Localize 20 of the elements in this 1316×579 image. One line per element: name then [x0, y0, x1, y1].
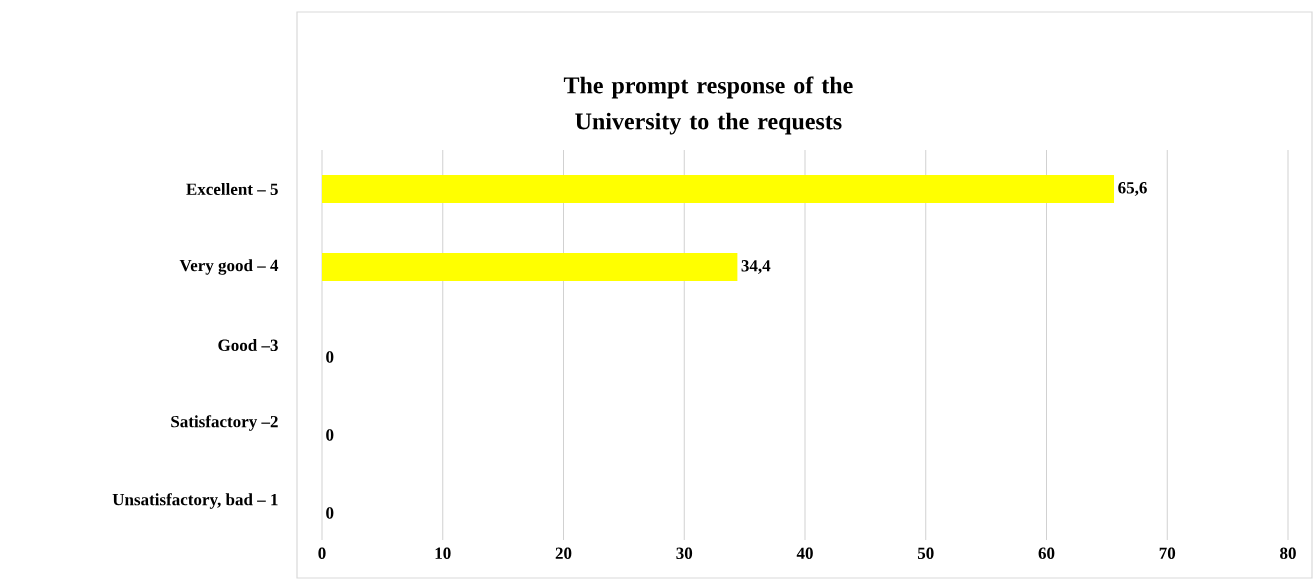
data-label: 0 [326, 429, 334, 441]
y-tick-label: Unsatisfactory, bad – 1 [112, 493, 278, 509]
y-tick-label: Good –3 [218, 339, 278, 351]
data-label: 65,6 [1118, 182, 1147, 196]
data-label: 0 [326, 351, 334, 363]
x-tick-label: 20 [555, 547, 572, 560]
x-tick-label: 10 [435, 547, 451, 560]
x-tick-label: 80 [1280, 547, 1296, 560]
x-tick-label: 70 [1159, 547, 1176, 560]
y-tick-label: Very good – 4 [179, 259, 279, 275]
x-tick-label: 50 [917, 547, 934, 560]
data-label: 0 [326, 507, 334, 519]
y-tick-label: Excellent – 5 [186, 183, 278, 195]
x-tick-label: 30 [676, 547, 693, 560]
chart-title: The prompt response of the University to the requests [563, 76, 853, 135]
x-tick-label: 40 [796, 547, 813, 560]
x-tick-label: 0 [318, 547, 326, 560]
y-tick-label: Satisfactory –2 [171, 415, 278, 431]
x-tick-label: 60 [1038, 547, 1055, 560]
data-label: 34,4 [741, 260, 771, 274]
